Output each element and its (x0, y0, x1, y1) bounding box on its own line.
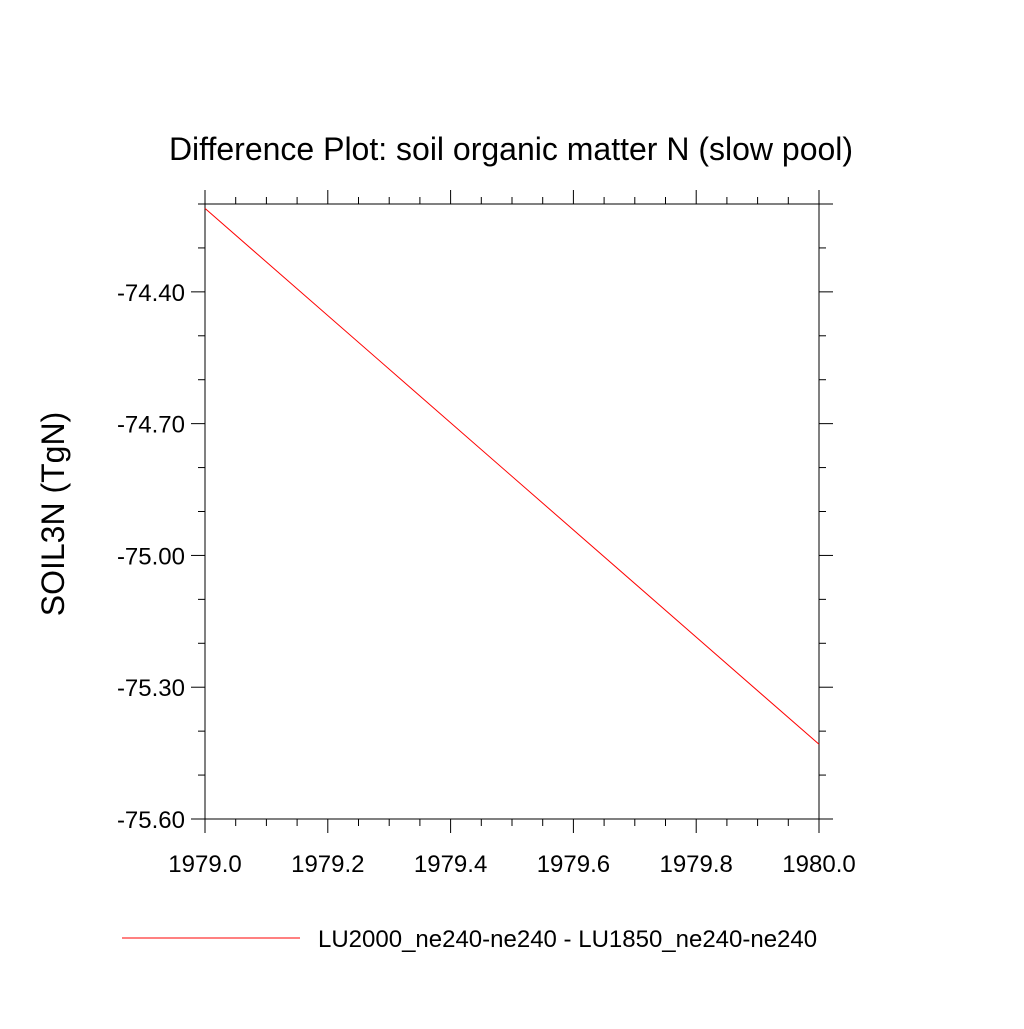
x-tick-label: 1979.0 (168, 851, 241, 878)
series-line-0 (204, 208, 820, 745)
y-tick-label: -75.30 (117, 675, 185, 702)
x-tick-label: 1979.8 (659, 851, 732, 878)
x-tick-label: 1980.0 (782, 851, 855, 878)
y-tick-label: -74.40 (117, 280, 185, 307)
x-tick-label: 1979.6 (537, 851, 610, 878)
y-tick-label: -75.00 (117, 543, 185, 570)
legend-label: LU2000_ne240-ne240 - LU1850_ne240-ne240 (318, 926, 817, 953)
y-tick-label: -75.60 (117, 807, 185, 834)
x-tick-label: 1979.4 (414, 851, 487, 878)
legend: LU2000_ne240-ne240 - LU1850_ne240-ne240 (122, 926, 817, 953)
y-tick-label: -74.70 (117, 412, 185, 439)
y-axis-label: SOIL3N (TgN) (35, 412, 71, 616)
plot-frame (204, 203, 820, 820)
chart-title: Difference Plot: soil organic matter N (… (169, 131, 853, 167)
x-tick-label: 1979.2 (291, 851, 364, 878)
plot-area: 1979.0 1979.2 1979.4 1979.6 1979.8 1980.0 -74.… (117, 190, 856, 878)
